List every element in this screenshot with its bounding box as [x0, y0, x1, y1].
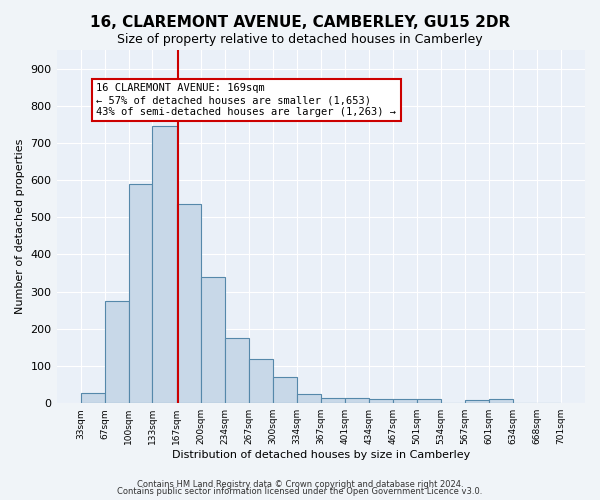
Bar	[177, 204, 200, 403]
Bar	[272, 377, 297, 403]
Bar	[105, 301, 129, 403]
Bar	[392, 400, 417, 403]
Bar	[369, 398, 392, 403]
Text: 16 CLAREMONT AVENUE: 169sqm
← 57% of detached houses are smaller (1,653)
43% of : 16 CLAREMONT AVENUE: 169sqm ← 57% of det…	[97, 84, 397, 116]
Bar	[249, 358, 272, 403]
X-axis label: Distribution of detached houses by size in Camberley: Distribution of detached houses by size …	[172, 450, 470, 460]
Bar	[200, 277, 225, 403]
Bar	[297, 394, 321, 403]
Text: Contains public sector information licensed under the Open Government Licence v3: Contains public sector information licen…	[118, 488, 482, 496]
Bar	[321, 398, 345, 403]
Bar	[464, 400, 489, 403]
Text: Contains HM Land Registry data © Crown copyright and database right 2024.: Contains HM Land Registry data © Crown c…	[137, 480, 463, 489]
Bar	[152, 126, 177, 403]
Text: 16, CLAREMONT AVENUE, CAMBERLEY, GU15 2DR: 16, CLAREMONT AVENUE, CAMBERLEY, GU15 2D…	[90, 15, 510, 30]
Bar	[489, 400, 513, 403]
Bar	[417, 400, 441, 403]
Text: Size of property relative to detached houses in Camberley: Size of property relative to detached ho…	[117, 32, 483, 46]
Y-axis label: Number of detached properties: Number of detached properties	[15, 139, 25, 314]
Bar	[345, 398, 369, 403]
Bar	[80, 393, 105, 403]
Bar	[129, 184, 152, 403]
Bar	[225, 338, 249, 403]
